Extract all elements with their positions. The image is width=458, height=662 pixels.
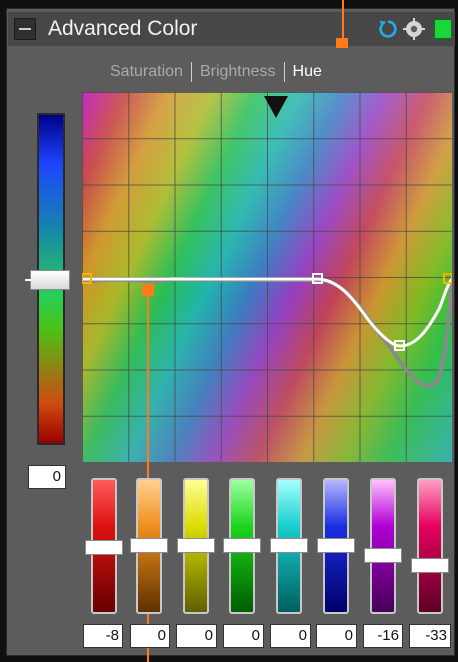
channel-magenta-swatch[interactable] [417,478,443,614]
orange-guide-bottom [147,290,149,662]
original-curve [82,276,452,388]
channel-purple-value[interactable]: -16 [363,624,403,648]
tab-saturation[interactable]: Saturation [110,63,183,80]
orange-guide-top [342,0,344,42]
channel-cyan-value[interactable]: 0 [270,624,311,648]
tab-hue[interactable]: Hue [292,63,322,80]
tab-brightness[interactable]: Brightness [199,63,276,80]
control-point-3[interactable] [394,340,405,351]
channel-green-value[interactable]: 0 [223,624,264,648]
hue-curve-area[interactable] [82,92,452,462]
control-point-1[interactable] [82,273,92,284]
orange-guide-bottom-handle [142,284,154,296]
channel-red-handle[interactable] [85,540,123,555]
gear-icon[interactable] [402,17,426,41]
tab-bar: Saturation Brightness Hue [110,61,322,83]
collapse-icon[interactable] [14,18,36,40]
control-point-4[interactable] [443,273,452,284]
green-status-icon[interactable] [434,19,452,39]
channel-magenta-value[interactable]: -33 [409,624,451,648]
curve-svg [82,273,452,388]
refresh-icon[interactable] [377,18,399,40]
control-point-2[interactable] [312,273,323,284]
panel-title: Advanced Color [48,17,198,40]
channel-yellow-handle[interactable] [177,538,215,553]
orange-guide-top-handle [336,38,348,48]
adjusted-curve[interactable] [82,277,452,348]
curve-grid [82,92,452,462]
channel-red-value[interactable]: -8 [83,624,123,648]
channel-blue-handle[interactable] [317,538,355,553]
vertical-slider-handle[interactable] [25,270,70,290]
channel-magenta-handle[interactable] [411,558,449,573]
channel-yellow-value[interactable]: 0 [176,624,217,648]
channel-purple-swatch[interactable] [370,478,396,614]
tab-separator [283,62,285,82]
tab-separator [190,62,192,82]
channel-blue-value[interactable]: 0 [316,624,357,648]
channel-purple-handle[interactable] [364,548,402,563]
channel-orange-handle[interactable] [130,538,168,553]
channel-green-handle[interactable] [223,538,261,553]
channel-cyan-handle[interactable] [270,538,308,553]
channel-orange-value[interactable]: 0 [130,624,170,648]
vertical-slider-value[interactable]: 0 [28,465,66,489]
top-marker-arrow[interactable] [264,96,288,118]
